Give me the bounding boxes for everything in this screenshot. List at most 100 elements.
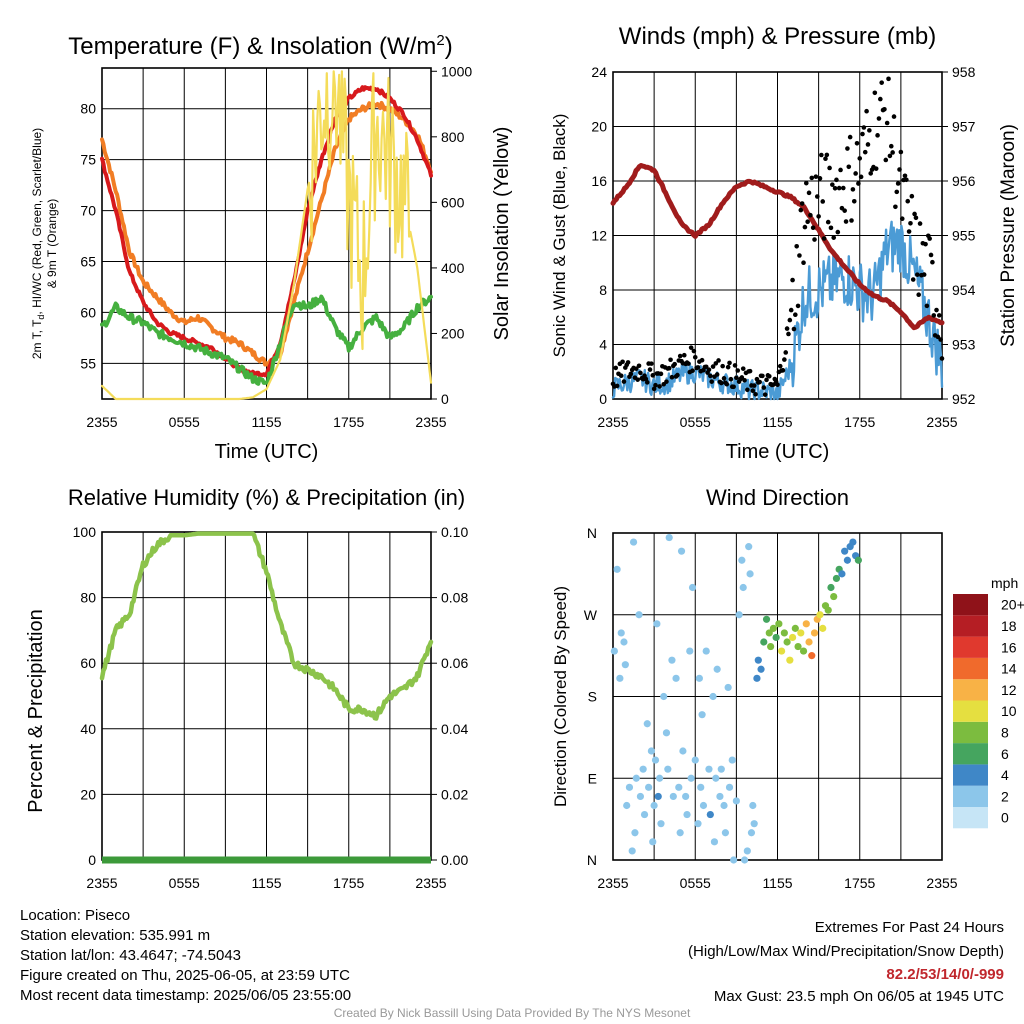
gust-point <box>876 116 882 121</box>
direction-point <box>749 801 757 810</box>
colorbar-label: 16 <box>1001 639 1017 655</box>
gust-point <box>762 392 768 397</box>
gust-point <box>727 360 732 366</box>
direction-point <box>665 533 673 542</box>
direction-point <box>669 792 677 801</box>
direction-point <box>709 692 717 701</box>
gust-point <box>879 80 884 85</box>
gust-point <box>832 186 838 191</box>
gust-point <box>875 133 880 138</box>
gust-point <box>647 367 653 372</box>
gust-point <box>921 272 927 277</box>
direction-point <box>694 820 702 828</box>
gust-point <box>934 307 939 313</box>
colorbar-swatch <box>953 679 988 701</box>
gust-point <box>793 312 798 318</box>
direction-point <box>683 810 691 819</box>
y-tick-label: 55 <box>80 355 96 371</box>
chart-title: Wind Direction <box>706 485 849 510</box>
chart-title-end: ) <box>445 33 453 60</box>
gust-point <box>764 377 769 383</box>
gust-point <box>878 96 883 102</box>
gust-point <box>898 149 904 155</box>
gust-point <box>751 383 757 388</box>
direction-point <box>623 801 631 810</box>
extremes-values: 82.2/53/14/0/-999 <box>886 966 1004 983</box>
direction-point <box>629 538 638 546</box>
x-tick-label: 1155 <box>251 875 281 891</box>
y2-tick-label: 957 <box>952 119 976 135</box>
gust-point <box>721 376 727 381</box>
y-tick-label: 20 <box>80 786 96 802</box>
direction-point <box>783 638 791 646</box>
series-line-rh <box>99 531 434 721</box>
gust-point <box>886 76 891 82</box>
gust-point <box>906 229 912 234</box>
gust-point <box>718 380 724 386</box>
gust-point <box>817 176 823 181</box>
gust-point <box>681 352 687 358</box>
plot-frame <box>612 532 943 861</box>
gust-point <box>845 146 850 151</box>
direction-point <box>695 674 703 682</box>
direction-point <box>616 674 624 682</box>
direction-point <box>650 801 658 810</box>
gust-point <box>823 156 828 162</box>
direction-point <box>767 642 775 651</box>
colorbar-label: 18 <box>1001 618 1017 634</box>
gust-point <box>650 373 656 378</box>
series-line-temp_9m <box>100 100 433 368</box>
y-tick-label: 100 <box>73 524 97 540</box>
gust-point <box>895 181 901 186</box>
gust-point <box>861 125 867 130</box>
chart-title: Relative Humidity (%) & Precipitation (i… <box>68 485 465 510</box>
y-tick-label: N <box>587 525 597 541</box>
direction-point <box>735 611 743 619</box>
gust-point <box>931 313 937 318</box>
y-tick-label: S <box>588 689 597 705</box>
gust-point <box>653 382 658 388</box>
direction-point <box>743 847 751 855</box>
direction-point <box>675 783 683 791</box>
direction-point <box>728 756 736 764</box>
gust-point <box>853 171 858 176</box>
gust-point <box>825 219 831 225</box>
direction-point <box>721 829 730 837</box>
chart-title: Temperature (F) & Insolation (W/m2) <box>68 32 452 60</box>
y-tick-label: 20 <box>591 119 607 135</box>
gust-point <box>782 357 787 362</box>
gust-point <box>669 374 675 380</box>
x-tick-label: 2355 <box>86 414 117 430</box>
gust-point <box>814 194 820 199</box>
y2-tick-label: 0.02 <box>441 786 468 802</box>
footer-recent: Most recent data timestamp: 2025/06/05 2… <box>20 987 352 1004</box>
direction-point <box>741 856 749 864</box>
gust-point <box>924 303 930 309</box>
direction-point <box>677 547 686 555</box>
gust-point <box>835 229 841 235</box>
x-tick-label: 1755 <box>333 875 364 891</box>
gust-point <box>614 383 620 389</box>
gust-point <box>809 175 815 181</box>
gust-point <box>635 377 640 382</box>
gust-point <box>750 388 756 394</box>
direction-point <box>691 756 699 764</box>
gust-point <box>849 218 854 223</box>
direction-point <box>620 638 628 646</box>
direction-point <box>716 792 724 801</box>
direction-point <box>647 747 655 755</box>
y2-tick-label: 953 <box>952 337 976 353</box>
gust-point <box>664 379 669 384</box>
direction-point <box>724 683 732 692</box>
gust-point <box>644 380 650 385</box>
gust-point <box>928 252 934 258</box>
direction-point <box>662 729 671 737</box>
gust-point <box>806 190 812 196</box>
colorbar-label: 10 <box>1001 703 1017 719</box>
gust-point <box>913 215 919 221</box>
gust-point <box>771 382 776 387</box>
direction-point <box>843 556 852 564</box>
direction-point <box>799 647 808 655</box>
gust-point <box>803 180 809 186</box>
